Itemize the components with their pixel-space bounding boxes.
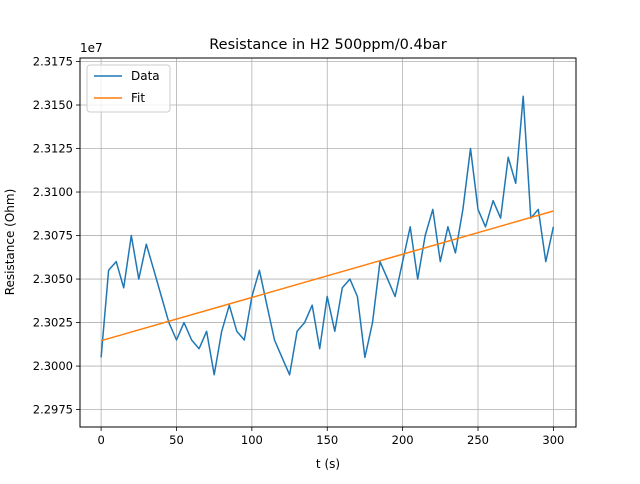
- legend-label-fit: Fit: [131, 91, 145, 105]
- y-tick-label: 2.3150: [33, 98, 73, 112]
- y-tick-label: 2.2975: [33, 403, 73, 417]
- series-line-data: [100, 95, 555, 376]
- y-tick-label: 2.3125: [33, 142, 73, 156]
- y-tick-label: 2.3050: [33, 272, 73, 286]
- x-tick-label: 0: [97, 433, 104, 447]
- x-tick-label: 50: [169, 433, 184, 447]
- x-tick-label: 200: [392, 433, 414, 447]
- series-line-fit: [100, 210, 554, 342]
- legend: Data Fit: [86, 64, 171, 113]
- y-axis-label: Resistance (Ohm): [3, 189, 17, 296]
- y-offset-label: 1e7: [80, 41, 103, 55]
- x-tick-label: 100: [241, 433, 263, 447]
- chart-title: Resistance in H2 500ppm/0.4bar: [209, 37, 447, 53]
- series-layer: [100, 95, 555, 376]
- x-tick-label: 250: [467, 433, 489, 447]
- x-tick-label: 150: [316, 433, 338, 447]
- grid: [80, 58, 576, 427]
- x-tick-label: 300: [542, 433, 564, 447]
- axis-ticks: 0 50 100 150 200 250 300 2.2975 2.3000 2.3025 2.30…: [33, 54, 565, 447]
- plot-frame: [79, 57, 577, 428]
- y-tick-label: 2.3175: [33, 54, 73, 68]
- y-tick-label: 2.3100: [33, 185, 73, 199]
- x-axis-label: t (s): [316, 457, 340, 471]
- y-tick-label: 2.3000: [33, 359, 73, 373]
- y-tick-label: 2.3075: [33, 229, 73, 243]
- legend-label-data: Data: [131, 69, 160, 83]
- y-tick-label: 2.3025: [33, 316, 73, 330]
